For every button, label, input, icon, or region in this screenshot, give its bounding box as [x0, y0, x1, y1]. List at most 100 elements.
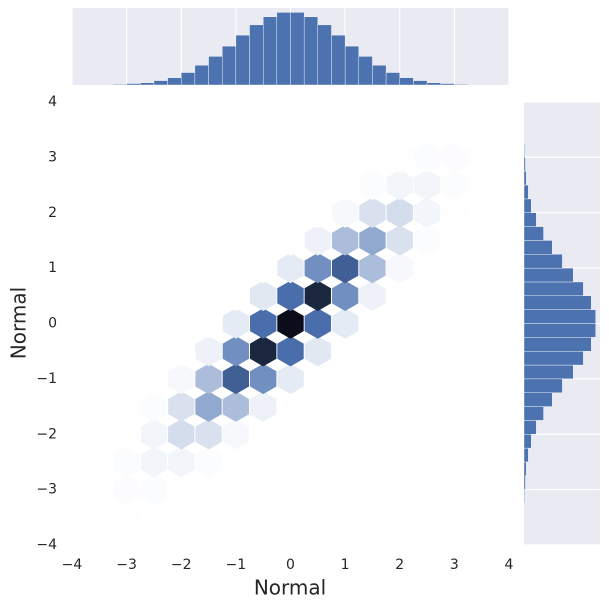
hexbin-cell — [168, 142, 195, 173]
hexbin-cell — [86, 114, 113, 145]
hexbin-cell — [222, 114, 249, 145]
hexbin-cell — [86, 225, 113, 256]
marginal-x-bar — [413, 80, 428, 86]
hexbin-cell — [413, 114, 441, 145]
hexbin-cell — [386, 225, 413, 256]
hexbin-cell — [86, 197, 113, 228]
marginal-x-bar — [208, 56, 223, 86]
hexbin-cell — [441, 142, 468, 173]
hexbin-cell — [441, 363, 468, 395]
hexbin-cell — [332, 419, 359, 450]
hexbin-cell — [222, 391, 249, 422]
marginal-y-bar — [523, 157, 526, 172]
hexbin-cell — [413, 197, 441, 228]
hexbin-cell — [86, 502, 113, 533]
hexbin-cell — [304, 391, 331, 422]
hexbin-cell — [113, 502, 140, 533]
hexbin-cell — [468, 142, 495, 173]
hexbin-cell — [277, 114, 304, 145]
x-tick-label: −1 — [226, 557, 247, 573]
hexbin-cell — [86, 474, 113, 505]
hexbin-cell — [195, 363, 222, 395]
hexbin-cell — [413, 502, 441, 533]
hexbin-cell — [168, 280, 195, 311]
hexbin-cell — [222, 252, 249, 284]
hexbin-cell — [222, 308, 249, 339]
hexbin-cell — [195, 391, 222, 422]
hexbin-cell — [304, 363, 331, 395]
hexbin-cell — [359, 114, 386, 145]
hexbin-cell — [113, 419, 140, 450]
hexbin-cell — [168, 114, 195, 145]
marginal-y-bar — [523, 212, 537, 227]
hexbin-cell — [168, 419, 195, 450]
marginal-y-bar — [523, 434, 532, 449]
hexbin-cell — [250, 225, 277, 256]
hexbin-cell — [359, 502, 386, 533]
marginal-x-bar — [426, 82, 441, 86]
y-axis-label: Normal — [7, 287, 31, 359]
hexbin-cell — [277, 419, 304, 450]
hexbin-cell — [304, 225, 331, 256]
marginal-x-bar — [440, 83, 455, 86]
hexbin-cell — [86, 336, 113, 367]
hexbin-cell — [222, 446, 249, 478]
hexbin-cell — [140, 391, 168, 422]
hexbin-cell — [195, 502, 222, 533]
marginal-y-bar — [523, 420, 537, 435]
hexbin-cell — [441, 446, 468, 478]
hexbin-cell — [86, 363, 113, 395]
marginal-y-bar — [523, 143, 525, 158]
hexbin-cell — [386, 169, 413, 201]
hexbin-cell — [277, 336, 304, 367]
hexbin-cell — [304, 280, 331, 311]
hexbin-cell — [250, 169, 277, 201]
hexbin-cell — [413, 446, 441, 478]
hexbin-cell — [359, 169, 386, 201]
x-tick-label: 3 — [450, 557, 459, 573]
hexbin-cell — [304, 252, 331, 284]
hexbin-cell — [413, 280, 441, 311]
hexbin-cell — [250, 280, 277, 311]
marginal-x-bar — [235, 34, 250, 86]
hexbin-cell — [86, 142, 113, 173]
hexbin-cell — [140, 197, 168, 228]
hexbin-cell — [140, 502, 168, 533]
hexbin-cell — [222, 142, 249, 173]
hexbin-cell — [277, 142, 304, 173]
hexbin-cell — [386, 391, 413, 422]
hexbin-cell — [441, 502, 468, 533]
hexbin-cell — [304, 114, 331, 145]
hexbin-cell — [86, 391, 113, 422]
hexbin-cell — [277, 280, 304, 311]
hexbin-cell — [441, 336, 468, 367]
marginal-x-bar — [358, 56, 373, 86]
hexbin-cell — [413, 391, 441, 422]
hexbin-cell — [413, 336, 441, 367]
x-tick-label: 0 — [286, 557, 295, 573]
hexbin-cell — [386, 446, 413, 478]
hexbin-cell — [332, 252, 359, 284]
hexbin-cell — [86, 169, 113, 201]
hexbin-cell — [386, 474, 413, 505]
hexbin-cell — [332, 502, 359, 533]
x-tick-label: −2 — [171, 557, 192, 573]
hexbin-cell — [359, 391, 386, 422]
marginal-y-bar — [523, 461, 527, 476]
hexbin-cell — [168, 308, 195, 339]
hexbin-cell — [222, 197, 249, 228]
hexbin-cell — [195, 169, 222, 201]
hexbin-cell — [222, 225, 249, 256]
hexbin-cell — [332, 197, 359, 228]
hexbin-cell — [332, 280, 359, 311]
hexbin-cell — [113, 308, 140, 339]
hexbin-cell — [468, 474, 495, 505]
hexbin-cell — [168, 225, 195, 256]
hexbin-cell — [386, 197, 413, 228]
hexbin-cell — [359, 197, 386, 228]
marginal-x-bar — [454, 84, 469, 86]
marginal-x-bar — [399, 77, 414, 86]
hexbin-cell — [304, 169, 331, 201]
hexbin-cell — [386, 419, 413, 450]
